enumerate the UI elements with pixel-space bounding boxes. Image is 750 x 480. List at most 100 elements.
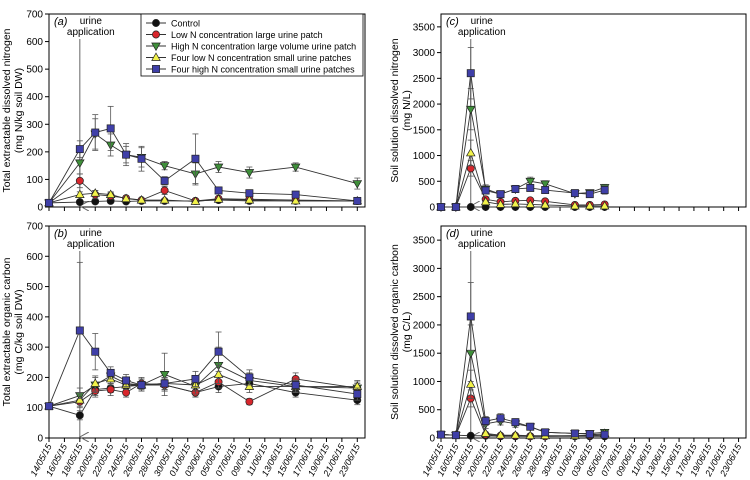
data-point: [480, 196, 491, 206]
data-point: [540, 199, 550, 209]
y-tick-label: 2500: [413, 292, 436, 303]
y-axis-label-line: (mg N/L): [401, 90, 413, 131]
data-point: [526, 184, 535, 192]
data-point: [160, 186, 169, 195]
data-point: [291, 381, 300, 389]
data-point: [152, 65, 160, 73]
data-point: [481, 417, 490, 425]
y-tick-label: 0: [429, 434, 435, 445]
data-point: [75, 411, 84, 420]
data-point: [190, 196, 201, 205]
series-line: [441, 73, 605, 208]
data-point: [600, 430, 609, 439]
data-point: [541, 186, 550, 194]
data-point: [585, 190, 594, 199]
data-point: [213, 369, 224, 378]
y-tick-label: 700: [26, 10, 43, 21]
data-point: [151, 42, 161, 52]
data-point: [152, 19, 160, 27]
data-point: [106, 385, 115, 394]
panel-d: 050010001500200025003000350014/05/1516/0…: [389, 225, 747, 479]
y-axis-label: Total extractable organic carbon(mg C/kg…: [1, 257, 25, 406]
data-point: [121, 193, 131, 203]
y-axis-label: Soil solution dissolved organic carbon(m…: [389, 244, 413, 420]
y-tick-label: 600: [26, 252, 43, 263]
y-axis-label-line: Total extractable organic carbon: [1, 257, 13, 406]
data-point: [481, 186, 490, 195]
data-point: [465, 105, 476, 115]
data-point: [480, 428, 491, 437]
data-point: [137, 154, 146, 163]
y-tick-label: 200: [26, 373, 43, 384]
series-line: [440, 316, 605, 436]
data-point: [245, 189, 254, 198]
y-tick-label: 3000: [413, 264, 436, 275]
y-tick-label: 2000: [413, 320, 436, 331]
annotation-text: urine: [80, 16, 103, 27]
data-point: [244, 381, 255, 390]
data-point: [214, 347, 223, 356]
data-point: [465, 147, 476, 157]
annotation-text: urine: [471, 16, 494, 27]
legend-item: Low N concentration large urine patch: [146, 30, 323, 40]
data-point: [151, 52, 161, 61]
plot-frame: [440, 13, 747, 208]
data-point: [525, 199, 536, 208]
data-point: [466, 203, 475, 211]
data-point: [511, 185, 520, 193]
data-point: [213, 194, 224, 203]
y-tick-label: 2500: [413, 74, 436, 85]
data-point: [526, 422, 535, 431]
data-point: [45, 198, 53, 207]
data-point: [465, 379, 476, 388]
data-point: [353, 196, 362, 205]
data-point: [75, 189, 85, 198]
series: [436, 139, 610, 211]
data-point: [75, 198, 84, 206]
legend-label: Four low N concentration small urine pat…: [171, 53, 352, 63]
data-point: [540, 180, 550, 189]
legend-label: High N concentration large volume urine …: [171, 42, 356, 52]
y-tick-label: 0: [37, 434, 43, 445]
legend-label: Control: [171, 19, 200, 29]
legend-item: Four low N concentration small urine pat…: [146, 52, 352, 63]
data-point: [75, 395, 85, 404]
data-point: [137, 381, 146, 389]
legend-label: Four high N concentration small urine pa…: [171, 65, 355, 75]
data-point: [160, 379, 169, 388]
data-point: [213, 163, 224, 173]
data-point: [451, 431, 460, 440]
legend-label: Low N concentration large urine patch: [171, 30, 323, 40]
data-point: [585, 430, 594, 438]
y-tick-label: 500: [26, 282, 43, 293]
y-axis-label-line: (mg C/kg soil DW): [13, 289, 25, 374]
data-point: [466, 312, 475, 321]
series: [437, 160, 609, 211]
data-point: [91, 128, 100, 137]
y-axis-label-line: Total extractable dissolved nitrogen: [1, 28, 13, 192]
data-point: [510, 430, 521, 439]
y-tick-label: 3500: [413, 236, 436, 247]
data-point: [510, 198, 521, 208]
data-point: [465, 349, 476, 359]
y-axis-label-line: Soil solution dissolved organic carbon: [389, 244, 401, 420]
data-point: [75, 176, 84, 185]
data-point: [245, 397, 254, 406]
data-point: [496, 414, 505, 423]
data-point: [570, 429, 579, 438]
y-tick-label: 3000: [413, 48, 436, 59]
data-point: [291, 190, 300, 199]
data-point: [353, 390, 362, 399]
y-tick-label: 500: [418, 177, 435, 188]
data-point: [106, 368, 115, 377]
y-tick-label: 100: [26, 175, 43, 186]
data-point: [122, 388, 131, 397]
legend-item: Control: [146, 19, 200, 29]
data-point: [122, 150, 131, 159]
data-point: [214, 186, 223, 195]
series-line: [441, 151, 605, 208]
data-point: [159, 371, 170, 380]
